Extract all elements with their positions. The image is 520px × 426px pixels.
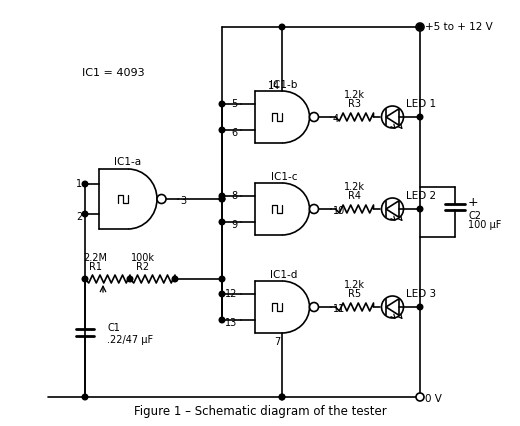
Circle shape (219, 194, 225, 199)
Circle shape (127, 276, 133, 282)
Text: R1: R1 (88, 262, 101, 271)
Text: +5 to + 12 V: +5 to + 12 V (425, 22, 493, 32)
Text: IC1-c: IC1-c (271, 172, 297, 181)
Text: 0 V: 0 V (425, 393, 442, 403)
Text: 11: 11 (332, 303, 345, 313)
Text: +: + (468, 196, 478, 209)
Text: R3: R3 (348, 99, 361, 109)
Circle shape (309, 303, 319, 312)
Circle shape (219, 197, 225, 202)
Circle shape (309, 113, 319, 122)
Text: Figure 1 – Schematic diagram of the tester: Figure 1 – Schematic diagram of the test… (134, 404, 386, 417)
Text: 1: 1 (76, 178, 82, 189)
Text: 100k: 100k (131, 253, 155, 262)
Circle shape (219, 317, 225, 323)
Circle shape (279, 25, 285, 31)
Circle shape (416, 393, 424, 401)
Text: IC1-b: IC1-b (270, 80, 297, 90)
Text: C2: C2 (468, 210, 481, 221)
Circle shape (219, 220, 225, 225)
Circle shape (279, 394, 285, 400)
Circle shape (82, 212, 88, 217)
Text: 2: 2 (76, 211, 82, 222)
Circle shape (82, 394, 88, 400)
Circle shape (309, 205, 319, 214)
Circle shape (219, 291, 225, 297)
Circle shape (172, 276, 178, 282)
Text: IC1-d: IC1-d (270, 269, 297, 279)
Text: 12: 12 (225, 288, 238, 298)
Text: 7: 7 (274, 336, 280, 346)
Text: LED 2: LED 2 (406, 190, 436, 201)
Circle shape (416, 24, 424, 32)
Text: 6: 6 (231, 128, 238, 138)
Text: 9: 9 (231, 219, 238, 230)
Circle shape (82, 276, 88, 282)
Text: 5: 5 (231, 99, 238, 109)
Circle shape (219, 276, 225, 282)
Text: LED 3: LED 3 (406, 288, 436, 298)
Circle shape (417, 305, 423, 310)
Text: R5: R5 (348, 288, 361, 298)
Text: 4: 4 (332, 114, 339, 124)
Text: 1.2k: 1.2k (344, 181, 365, 192)
Text: 1.2k: 1.2k (344, 279, 365, 289)
Circle shape (417, 207, 423, 212)
Text: R2: R2 (136, 262, 150, 271)
Text: 2.2M: 2.2M (83, 253, 107, 262)
Text: R4: R4 (348, 190, 361, 201)
Circle shape (157, 195, 166, 204)
Text: 100 μF: 100 μF (468, 219, 501, 230)
Circle shape (219, 128, 225, 133)
Circle shape (82, 182, 88, 187)
Text: 1.2k: 1.2k (344, 90, 365, 100)
Circle shape (279, 394, 285, 400)
Circle shape (417, 25, 423, 31)
Circle shape (219, 197, 225, 202)
Text: 3: 3 (180, 196, 186, 205)
Text: C1: C1 (107, 322, 120, 332)
Text: .22/47 μF: .22/47 μF (107, 334, 153, 344)
Text: IC1-a: IC1-a (114, 157, 141, 167)
Text: 13: 13 (225, 317, 238, 327)
Text: 14: 14 (268, 81, 280, 91)
Text: 8: 8 (231, 190, 238, 201)
Text: IC1 = 4093: IC1 = 4093 (82, 68, 145, 78)
Circle shape (417, 115, 423, 121)
Text: LED 1: LED 1 (406, 99, 436, 109)
Circle shape (219, 102, 225, 107)
Text: 10: 10 (332, 205, 345, 216)
